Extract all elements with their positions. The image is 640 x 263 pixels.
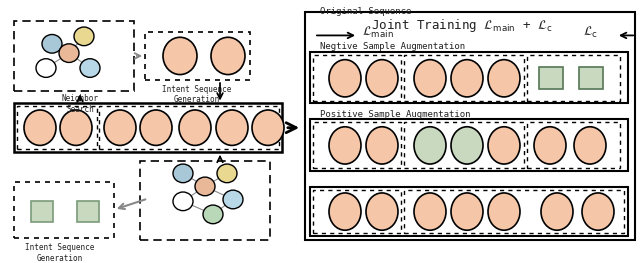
Ellipse shape — [488, 193, 520, 230]
FancyBboxPatch shape — [31, 201, 53, 222]
Ellipse shape — [574, 127, 606, 164]
Ellipse shape — [211, 37, 245, 75]
Ellipse shape — [541, 193, 573, 230]
Text: Intent Sequence
Generation: Intent Sequence Generation — [163, 85, 232, 104]
Ellipse shape — [104, 110, 136, 145]
Circle shape — [80, 59, 100, 77]
Ellipse shape — [163, 37, 197, 75]
Text: Positive Sample Augmentation: Positive Sample Augmentation — [320, 110, 470, 119]
Ellipse shape — [451, 193, 483, 230]
Ellipse shape — [329, 193, 361, 230]
Ellipse shape — [24, 110, 56, 145]
Text: $\mathcal{L}_{\mathrm{c}}$: $\mathcal{L}_{\mathrm{c}}$ — [583, 25, 598, 40]
Circle shape — [217, 164, 237, 183]
Ellipse shape — [451, 127, 483, 164]
Ellipse shape — [252, 110, 284, 145]
Circle shape — [203, 205, 223, 224]
Ellipse shape — [414, 60, 446, 97]
FancyBboxPatch shape — [77, 201, 99, 222]
Text: Original Sequence: Original Sequence — [320, 7, 412, 17]
Text: Joint Training $\mathcal{L}_{\mathrm{main}}$ + $\mathcal{L}_{\mathrm{c}}$: Joint Training $\mathcal{L}_{\mathrm{mai… — [371, 17, 553, 34]
Ellipse shape — [488, 127, 520, 164]
Circle shape — [223, 190, 243, 209]
Circle shape — [42, 34, 62, 53]
Ellipse shape — [60, 110, 92, 145]
Text: $\mathcal{L}_{\mathrm{main}}$: $\mathcal{L}_{\mathrm{main}}$ — [362, 25, 394, 40]
FancyBboxPatch shape — [539, 67, 563, 89]
Circle shape — [59, 44, 79, 62]
Circle shape — [173, 192, 193, 211]
Text: Neighbor
Search: Neighbor Search — [61, 94, 99, 114]
Ellipse shape — [366, 127, 398, 164]
Text: Negtive Sample Augmentation: Negtive Sample Augmentation — [320, 42, 465, 51]
Circle shape — [74, 27, 94, 46]
Ellipse shape — [329, 127, 361, 164]
Ellipse shape — [366, 60, 398, 97]
Circle shape — [36, 59, 56, 77]
Circle shape — [195, 177, 215, 196]
Ellipse shape — [451, 60, 483, 97]
Ellipse shape — [140, 110, 172, 145]
FancyBboxPatch shape — [579, 67, 603, 89]
Ellipse shape — [179, 110, 211, 145]
Ellipse shape — [534, 127, 566, 164]
Ellipse shape — [582, 193, 614, 230]
Ellipse shape — [216, 110, 248, 145]
Ellipse shape — [414, 193, 446, 230]
Ellipse shape — [366, 193, 398, 230]
Ellipse shape — [329, 60, 361, 97]
Circle shape — [173, 164, 193, 183]
Ellipse shape — [488, 60, 520, 97]
Ellipse shape — [414, 127, 446, 164]
Text: Intent Sequence
Generation: Intent Sequence Generation — [26, 243, 95, 263]
